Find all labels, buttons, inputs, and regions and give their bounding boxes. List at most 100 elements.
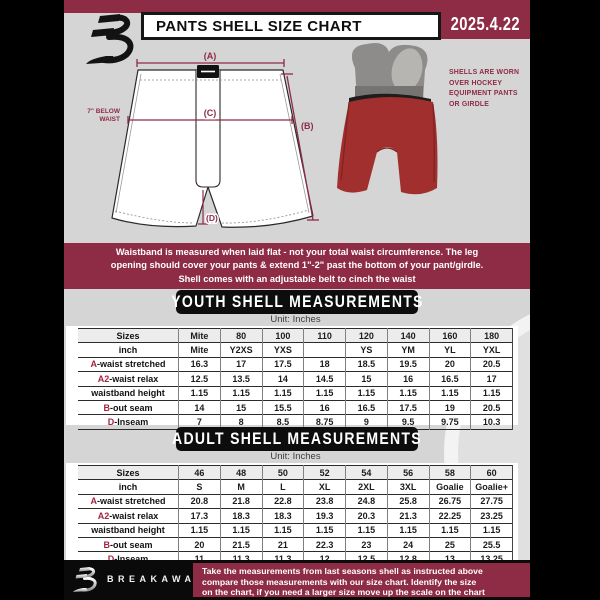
breakaway-b-logo-icon <box>86 14 134 64</box>
size-header-cell: Y2XS <box>219 342 262 358</box>
table-row: A2-waist relax 12.5 13.5 14 14.5 15 16 16.5 17 <box>78 371 513 387</box>
measurement-cell: 21.8 <box>219 494 262 509</box>
size-header-cell: 3XL <box>386 479 429 495</box>
measurement-cell: 16.5 <box>345 400 388 415</box>
measure-line-b <box>281 73 319 221</box>
measurement-cell: 25 <box>428 537 471 552</box>
measurement-cell: 1.15 <box>303 386 346 401</box>
measurement-cell: 1.15 <box>428 386 471 401</box>
measurement-cell: 19 <box>428 400 471 415</box>
size-header-cell: Goalie <box>428 479 471 495</box>
sheet-title: PANTS SHELL SIZE CHART <box>156 17 362 35</box>
row-label-prefix: D <box>107 417 115 428</box>
measurement-cell: 17.5 <box>261 357 304 372</box>
measure-line-c <box>127 116 293 124</box>
measurement-cell: 1.15 <box>261 386 304 401</box>
size-header-cell: Mite <box>178 342 221 358</box>
measurement-cell: 23 <box>345 537 388 552</box>
measurement-cell: 14 <box>178 400 221 415</box>
measurement-cell: 20 <box>178 537 221 552</box>
measurement-cell: 19.3 <box>303 508 346 524</box>
row-label-prefix: A <box>90 496 97 507</box>
size-header-cell: 120 <box>345 328 388 343</box>
measurement-cell: 16.3 <box>178 357 221 372</box>
measurement-cell: 9.75 <box>428 414 471 430</box>
measurement-cell: 1.15 <box>386 523 429 538</box>
table-row: D-Inseam 7 8 8.5 8.75 9 9.5 9.75 10.3 <box>78 414 513 430</box>
adult-unit-label: Unit: Inches <box>270 451 321 462</box>
photo-caption: SHELLS ARE WORN OVER HOCKEY EQUIPMENT PA… <box>449 69 520 108</box>
pants-measurement-diagram: (A) (C) (B) (D) <box>111 51 319 228</box>
row-label-prefix: B <box>103 539 110 550</box>
row-label-prefix: A <box>90 359 97 370</box>
table-row: A2-waist relax 17.3 18.3 18.3 19.3 20.3 21.3 22… <box>78 508 513 524</box>
measurement-cell: 1.15 <box>303 523 346 538</box>
row-label: A2-waist relax <box>97 510 159 521</box>
measurement-cell: 1.15 <box>178 386 221 401</box>
measurement-cell: 23.8 <box>303 494 346 509</box>
table-row: inch S M L XL 2XL 3XL Goalie Goalie+ <box>78 479 513 495</box>
row-label: inch <box>118 482 138 493</box>
measurement-cell: 8.5 <box>261 414 304 430</box>
footer-instructions-box: Take the measurements from last seasons … <box>193 563 530 597</box>
measurement-cell: 17 <box>470 371 513 387</box>
size-header-cell: 50 <box>261 465 304 480</box>
measurement-cell: 1.15 <box>178 523 221 538</box>
size-header-cell: 180 <box>470 328 513 343</box>
measurement-cell: 1.15 <box>219 386 262 401</box>
size-header-cell: 56 <box>386 465 429 480</box>
row-label: Sizes <box>78 465 179 480</box>
measurement-cell: 25.5 <box>470 537 513 552</box>
measurement-cell: 8 <box>219 414 262 430</box>
measurement-cell: 17 <box>219 357 262 372</box>
size-header-cell <box>303 342 346 358</box>
measurement-cell: 19.5 <box>386 357 429 372</box>
measurement-cell: 18 <box>303 357 346 372</box>
row-label: A2-waist relax <box>97 373 159 384</box>
size-header-cell: 54 <box>345 465 388 480</box>
date-text: 2025.4.22 <box>450 13 521 34</box>
measurement-cell: 1.15 <box>428 523 471 538</box>
shell-over-girdle-photo <box>337 43 438 195</box>
size-header-cell: Goalie+ <box>470 479 513 495</box>
diagram-label-c: (C) <box>204 108 217 118</box>
footer-bar: BREAKAWAY Take the measurements from las… <box>64 560 530 600</box>
measurement-cell: 18.5 <box>345 357 388 372</box>
diagram-label-a: (A) <box>204 51 217 61</box>
measurement-cell: 9 <box>345 414 388 430</box>
table-row: A-waist stretched 16.3 17 17.5 18 18.5 19.5 20 2… <box>78 357 513 372</box>
measurement-cell: 20.8 <box>178 494 221 509</box>
table-row: inch Mite Y2XS YXS YS YM YL YXL <box>78 342 513 358</box>
measurement-cell: 22.8 <box>261 494 304 509</box>
measurement-cell: 25.8 <box>386 494 429 509</box>
row-label: B-out seam <box>103 402 153 413</box>
row-label-prefix: A2 <box>97 510 110 521</box>
row-label-prefix: D <box>108 554 115 564</box>
youth-section-banner: YOUTH SHELL MEASUREMENTS <box>171 290 422 314</box>
size-header-cell: 140 <box>386 328 429 343</box>
row-label: inch <box>118 345 138 356</box>
top-maroon-strip <box>64 0 530 13</box>
measurement-cell: 9.5 <box>386 414 429 430</box>
measurement-cell: 20.5 <box>470 400 513 415</box>
row-label-prefix: A2 <box>97 373 110 384</box>
size-header-cell: XL <box>303 479 346 495</box>
measurement-cell: 24.8 <box>345 494 388 509</box>
footer-brand: BREAKAWAY <box>72 566 205 592</box>
table-row: waistband height 1.15 1.15 1.15 1.15 1.15 1.15… <box>78 523 513 538</box>
measurement-cell: 26.75 <box>428 494 471 509</box>
measurement-cell: 20.3 <box>345 508 388 524</box>
measurement-cell: 13.5 <box>219 371 262 387</box>
adult-measurements-table: Sizes 46 48 50 52 54 56 58 60 inch S M L XL 2XL 3XL Goal… <box>78 465 513 567</box>
size-header-cell: 48 <box>219 465 262 480</box>
youth-measurements-table: Sizes Mite 80 100 110 120 140 160 180 inch Mite Y2X… <box>78 328 513 430</box>
size-chart-sheet: PANTS SHELL SIZE CHART 2025.4.22 <box>64 0 530 600</box>
size-header-cell: 52 <box>303 465 346 480</box>
measurement-cell: 20 <box>428 357 471 372</box>
measurement-cell: 1.15 <box>470 386 513 401</box>
row-label: waistband height <box>91 525 165 536</box>
table-row: A-waist stretched 20.8 21.8 22.8 23.8 24.8 25.… <box>78 494 513 509</box>
measurement-cell: 22.25 <box>428 508 471 524</box>
size-header-cell: YL <box>428 342 471 358</box>
measurement-cell: 18.3 <box>261 508 304 524</box>
